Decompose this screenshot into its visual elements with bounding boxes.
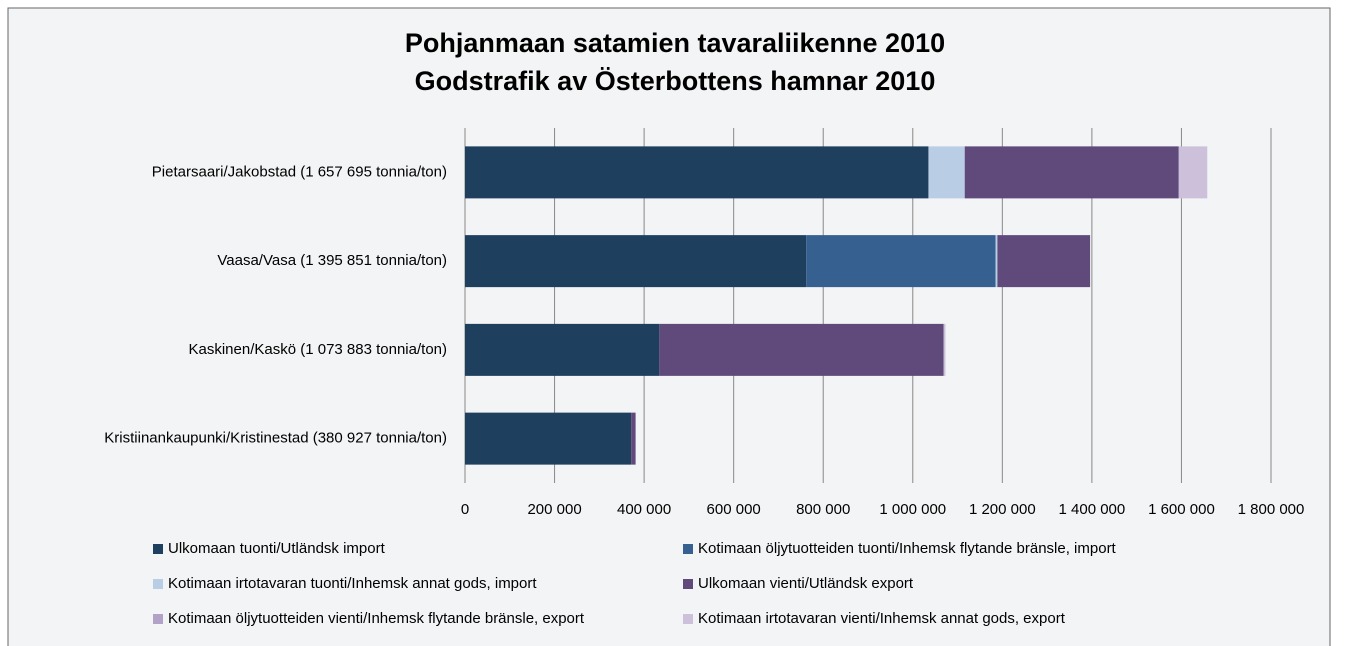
legend-label: Kotimaan öljytuotteiden vienti/Inhemsk f… [168, 610, 585, 627]
bar-segment [631, 412, 636, 465]
y-tick-label: Vaasa/Vasa (1 395 851 tonnia/ton) [217, 252, 447, 269]
legend-swatch [683, 579, 693, 589]
bar-segment [465, 235, 807, 288]
legend-swatch [683, 614, 693, 624]
legend-label: Ulkomaan tuonti/Utländsk import [168, 540, 386, 557]
legend-label: Kotimaan irtotavaran vienti/Inhemsk anna… [698, 610, 1066, 627]
bar-segment [943, 323, 946, 376]
bar-segment [465, 323, 660, 376]
chart-title: Pohjanmaan satamien tavaraliikenne 2010 [405, 28, 945, 58]
x-tick-label: 400 000 [617, 501, 671, 518]
legend-swatch [153, 544, 163, 554]
legend-label: Kotimaan öljytuotteiden tuonti/Inhemsk f… [698, 540, 1117, 557]
bar-segment [928, 146, 965, 199]
x-tick-label: 0 [461, 501, 469, 518]
x-tick-label: 1 600 000 [1148, 501, 1215, 518]
bar-segment [465, 146, 929, 199]
chart-title: Godstrafik av Österbottens hamnar 2010 [415, 66, 936, 96]
x-tick-label: 1 000 000 [879, 501, 946, 518]
bar-segment [659, 323, 944, 376]
legend-label: Kotimaan irtotavaran tuonti/Inhemsk anna… [168, 575, 537, 592]
x-tick-label: 1 800 000 [1238, 501, 1305, 518]
legend-swatch [153, 614, 163, 624]
x-tick-label: 1 200 000 [969, 501, 1036, 518]
x-tick-label: 200 000 [527, 501, 581, 518]
y-tick-label: Kaskinen/Kaskö (1 073 883 tonnia/ton) [188, 341, 447, 358]
bar-segment [465, 412, 632, 465]
legend-swatch [683, 544, 693, 554]
y-tick-label: Kristiinankaupunki/Kristinestad (380 927… [104, 430, 447, 447]
legend-label: Ulkomaan vienti/Utländsk export [698, 575, 914, 592]
x-tick-label: 800 000 [796, 501, 850, 518]
bar-segment [1178, 146, 1208, 199]
legend-swatch [153, 579, 163, 589]
bar-segment [964, 146, 1179, 199]
bar-segment [995, 235, 998, 288]
bar-segment [997, 235, 1091, 288]
x-tick-label: 600 000 [707, 501, 761, 518]
x-tick-label: 1 400 000 [1059, 501, 1126, 518]
bar-segment [806, 235, 996, 288]
y-tick-label: Pietarsaari/Jakobstad (1 657 695 tonnia/… [152, 163, 447, 180]
